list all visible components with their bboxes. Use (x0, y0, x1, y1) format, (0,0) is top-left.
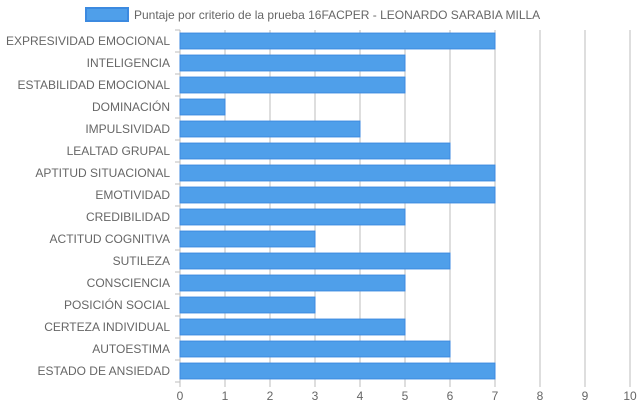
bar[interactable] (179, 186, 496, 204)
bar[interactable] (179, 142, 451, 160)
x-tick-label: 8 (537, 389, 544, 403)
category-label: EMOTIVIDAD (95, 188, 170, 202)
x-tick-label: 4 (357, 389, 364, 403)
x-tick-label: 3 (312, 389, 319, 403)
bar[interactable] (179, 76, 406, 94)
bar[interactable] (179, 296, 316, 314)
x-tick-label: 6 (447, 389, 454, 403)
bar[interactable] (179, 54, 406, 72)
bar[interactable] (179, 208, 406, 226)
bar[interactable] (179, 362, 496, 380)
category-label: ACTITUD COGNITIVA (50, 232, 170, 246)
x-tick-label: 7 (492, 389, 499, 403)
category-label: DOMINACIÓN (92, 99, 170, 114)
x-tick-label: 2 (267, 389, 274, 403)
bar[interactable] (179, 98, 226, 116)
category-label: EXPRESIVIDAD EMOCIONAL (6, 34, 170, 48)
x-tick-label: 10 (623, 389, 637, 403)
category-labels: EXPRESIVIDAD EMOCIONAL INTELIGENCIA ESTABI… (6, 34, 170, 378)
x-tick-label: 5 (402, 389, 409, 403)
category-label: CERTEZA INDIVIDUAL (44, 320, 170, 334)
x-axis-tick-labels: 0 1 2 3 4 5 6 7 8 9 10 (177, 389, 637, 403)
bar[interactable] (179, 230, 316, 248)
category-label: CONSCIENCIA (87, 276, 170, 290)
legend[interactable]: Puntaje por criterio de la prueba 16FACP… (85, 7, 540, 22)
bar[interactable] (179, 274, 406, 292)
bars-layer (179, 32, 496, 380)
category-label: ESTABILIDAD EMOCIONAL (18, 78, 171, 92)
bar[interactable] (179, 318, 406, 336)
category-label: LEALTAD GRUPAL (67, 144, 171, 158)
x-tick-label: 0 (177, 389, 184, 403)
bar[interactable] (179, 164, 496, 182)
bar[interactable] (179, 252, 451, 270)
bar[interactable] (179, 32, 496, 50)
category-label: AUTOESTIMA (92, 342, 170, 356)
legend-label: Puntaje por criterio de la prueba 16FACP… (134, 8, 540, 22)
category-label: APTITUD SITUACIONAL (35, 166, 170, 180)
category-label: SUTILEZA (113, 254, 170, 268)
category-label: IMPULSIVIDAD (85, 122, 170, 136)
bar[interactable] (179, 120, 361, 138)
bar[interactable] (179, 340, 451, 358)
x-tick-label: 9 (582, 389, 589, 403)
category-label: INTELIGENCIA (87, 56, 170, 70)
category-label: CREDIBILIDAD (86, 210, 170, 224)
category-label: POSICIÓN SOCIAL (64, 297, 170, 312)
x-tick-label: 1 (222, 389, 229, 403)
legend-swatch (85, 7, 129, 22)
category-label: ESTADO DE ANSIEDAD (38, 364, 171, 378)
